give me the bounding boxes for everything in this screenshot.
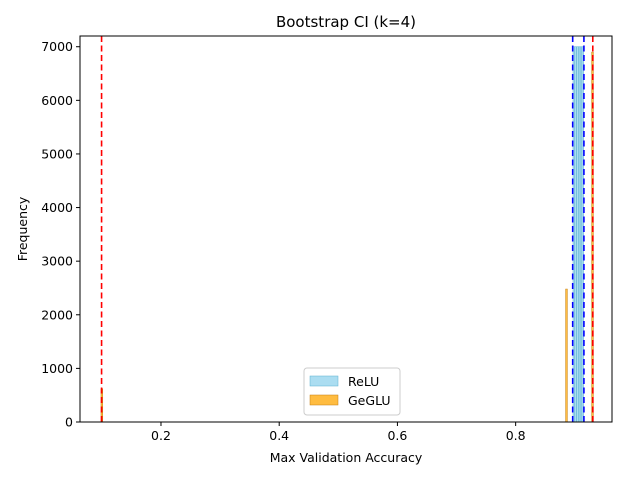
x-tick-label-3: 0.8: [506, 428, 526, 443]
y-tick-label-3: 3000: [41, 254, 73, 269]
y-tick-label-6: 6000: [41, 93, 73, 108]
y-tick-label-4: 4000: [41, 200, 73, 215]
x-axis-label: Max Validation Accuracy: [270, 450, 423, 465]
bar-relu-3: [578, 46, 581, 423]
y-tick-label-5: 5000: [41, 146, 73, 161]
y-ticks: 0 1000 2000 3000 4000 5000 6000 7000: [41, 39, 80, 430]
bar-geglu-1: [565, 288, 568, 423]
legend-swatch-geglu: [309, 394, 339, 406]
y-tick-label-7: 7000: [41, 39, 73, 54]
chart-title: Bootstrap CI (k=4): [276, 13, 416, 31]
legend: ReLU GeGLU: [303, 367, 401, 416]
y-tick-label-0: 0: [65, 415, 73, 430]
bar-relu-1: [574, 46, 577, 423]
legend-label-geglu: GeGLU: [348, 393, 391, 408]
x-ticks: 0.2 0.4 0.6 0.8: [151, 422, 526, 443]
y-axis-label: Frequency: [15, 196, 30, 261]
x-tick-label-1: 0.4: [269, 428, 289, 443]
bar-relu-4: [579, 46, 583, 423]
legend-swatch-relu: [309, 375, 339, 387]
bar-relu-2: [576, 46, 579, 423]
axes-frame: [79, 35, 613, 423]
x-tick-label-0: 0.2: [151, 428, 171, 443]
x-tick-label-2: 0.6: [387, 428, 407, 443]
legend-label-relu: ReLU: [348, 374, 379, 389]
ci-lines: [100, 36, 594, 422]
y-tick-label-1: 1000: [41, 361, 73, 376]
y-tick-label-2: 2000: [41, 307, 73, 322]
